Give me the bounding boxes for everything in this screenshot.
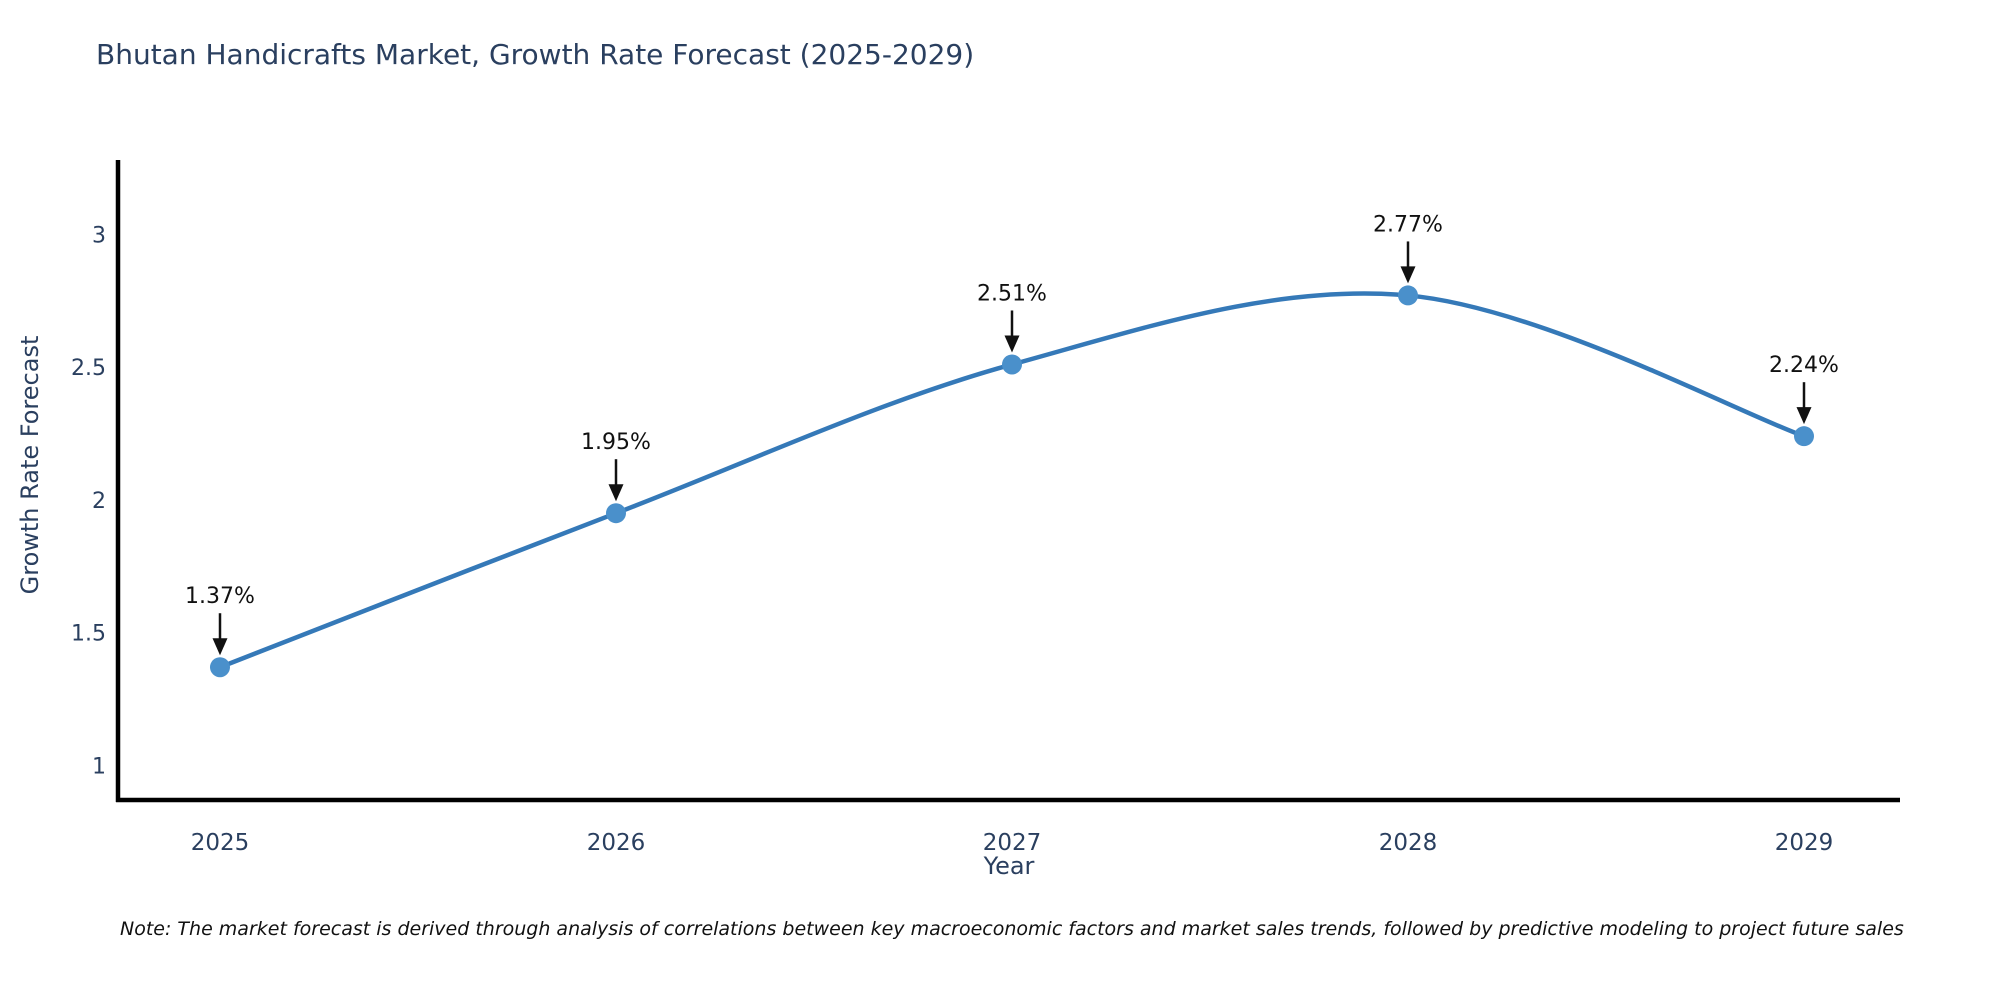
chart-title: Bhutan Handicrafts Market, Growth Rate F… (96, 38, 975, 71)
x-tick-label: 2027 (983, 830, 1042, 856)
footnote: Note: The market forecast is derived thr… (120, 918, 1904, 940)
annotation-label: 2.77% (1373, 212, 1443, 237)
x-tick-label: 2029 (1775, 830, 1834, 856)
annotation-label: 1.37% (185, 584, 255, 609)
annotation-arrowhead (608, 484, 624, 502)
annotation-arrowhead (1004, 335, 1020, 353)
annotation-label: 2.51% (977, 281, 1047, 306)
y-tick-label: 1.5 (71, 622, 106, 647)
data-point-marker (1002, 354, 1022, 375)
x-axis-title: Year (983, 852, 1035, 880)
y-tick-label: 2 (92, 489, 106, 514)
x-tick-label: 2026 (587, 830, 646, 856)
x-tick-label: 2028 (1379, 830, 1438, 856)
y-tick-label: 2.5 (71, 356, 106, 381)
y-tick-label: 1 (92, 754, 106, 779)
annotation-arrowhead (1400, 266, 1416, 284)
data-point-marker (606, 503, 626, 524)
y-axis-title: Growth Rate Forecast (16, 335, 44, 595)
annotation-label: 2.24% (1769, 353, 1839, 378)
annotation-arrowhead (1796, 407, 1812, 425)
x-tick-label: 2025 (191, 830, 250, 856)
annotation-label: 1.95% (581, 430, 651, 455)
data-point-marker (1794, 426, 1814, 447)
data-point-marker (210, 657, 230, 678)
y-tick-label: 3 (92, 223, 106, 248)
data-point-marker (1398, 285, 1418, 306)
annotation-arrowhead (212, 638, 228, 656)
